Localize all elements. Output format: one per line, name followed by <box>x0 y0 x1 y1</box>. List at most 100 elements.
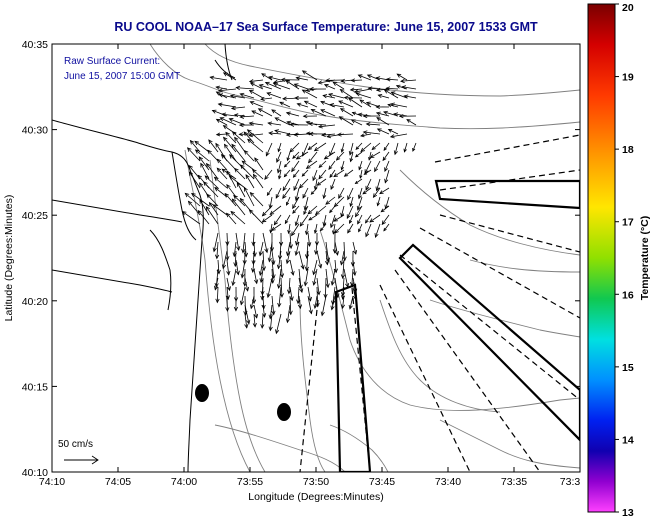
current-vector-head <box>199 182 204 188</box>
current-vector <box>318 160 327 168</box>
current-vector-head <box>348 304 353 310</box>
current-vector <box>253 241 256 257</box>
current-vector <box>232 131 246 144</box>
current-vector-head <box>339 89 345 94</box>
current-vector-head <box>251 110 257 115</box>
current-vector-head <box>268 131 273 136</box>
current-vector <box>323 95 336 99</box>
current-vector <box>271 109 282 117</box>
current-vector-head <box>299 221 304 227</box>
current-vector <box>266 92 282 99</box>
current-vector <box>368 87 381 90</box>
current-vector <box>362 187 372 195</box>
current-vector-head <box>383 227 387 232</box>
current-vector <box>373 187 381 198</box>
current-vector <box>365 214 372 224</box>
current-vector <box>287 151 291 161</box>
current-vector <box>187 147 201 162</box>
current-vector-head <box>243 186 248 192</box>
current-vector <box>231 106 246 109</box>
current-vector-head <box>211 109 217 114</box>
current-vector-head <box>291 231 296 237</box>
current-vector-head <box>197 174 203 180</box>
current-vector <box>386 78 399 81</box>
current-vector <box>307 295 312 314</box>
current-vector-head <box>230 106 236 111</box>
current-vector-head <box>329 103 335 108</box>
current-vector <box>194 141 210 153</box>
current-vector-head <box>357 112 363 117</box>
current-vector-head <box>313 304 318 309</box>
current-vector <box>329 205 336 213</box>
current-vector <box>214 177 228 189</box>
current-vector <box>262 232 268 253</box>
current-vector <box>334 277 339 298</box>
current-vector-head <box>233 306 239 312</box>
current-vector <box>381 214 390 225</box>
current-vector <box>334 241 338 256</box>
current-vector-head <box>303 205 308 211</box>
current-vector-head <box>309 86 314 92</box>
current-vector-head <box>379 190 384 195</box>
current-vector-head <box>387 103 392 108</box>
current-vector <box>273 82 291 90</box>
current-vector <box>359 99 372 108</box>
current-vector-head <box>269 229 273 234</box>
current-vector-head <box>204 175 210 180</box>
current-vector <box>295 232 300 246</box>
current-vector-head <box>249 101 255 106</box>
current-vector-head <box>354 180 359 185</box>
current-vector-head <box>313 147 319 152</box>
current-vector <box>278 250 282 269</box>
current-vector-head <box>222 125 228 130</box>
current-vector-head <box>214 187 219 192</box>
current-vector-head <box>340 166 344 171</box>
current-vector <box>296 77 309 81</box>
current-vector <box>234 137 246 153</box>
current-vector <box>390 103 408 108</box>
current-vector <box>297 103 309 108</box>
current-vector <box>306 250 309 271</box>
current-vector <box>347 223 354 234</box>
current-vector-head <box>282 186 287 192</box>
current-vector <box>216 241 219 259</box>
current-vector-head <box>310 108 316 113</box>
current-vector <box>306 160 318 169</box>
current-vector-head <box>308 158 313 164</box>
current-vector-head <box>294 196 299 202</box>
current-vector-head <box>225 212 231 218</box>
current-vector-head <box>362 190 367 195</box>
colorbar-tick-label: 16 <box>622 289 634 301</box>
current-vector-head <box>181 211 187 216</box>
current-vector-head <box>300 264 305 270</box>
current-vector <box>314 295 318 309</box>
current-vector-head <box>236 246 241 251</box>
current-vector-head <box>260 295 265 301</box>
current-vector-head <box>236 181 241 187</box>
current-vector <box>221 154 237 171</box>
current-vector <box>304 196 309 210</box>
current-vector-head <box>188 171 193 176</box>
current-vector <box>249 122 264 126</box>
current-vector <box>352 241 357 255</box>
current-vector <box>206 163 219 180</box>
current-vector <box>182 211 201 225</box>
current-vector <box>406 119 417 126</box>
current-vector <box>226 259 230 275</box>
current-vector-head <box>381 220 386 226</box>
current-vector <box>314 223 318 234</box>
current-vector <box>299 178 309 189</box>
current-vector <box>374 160 381 172</box>
current-vector <box>242 232 246 253</box>
current-vector-head <box>312 176 317 182</box>
current-vector <box>209 202 219 216</box>
current-vector-head <box>325 78 330 83</box>
current-vector-head <box>330 281 335 286</box>
current-vector-head <box>375 186 380 192</box>
current-vector <box>244 304 250 324</box>
current-vector-head <box>376 202 380 207</box>
current-vector <box>363 131 381 135</box>
current-vector <box>250 192 264 207</box>
current-vector-head <box>251 241 256 247</box>
current-vector <box>379 187 390 194</box>
